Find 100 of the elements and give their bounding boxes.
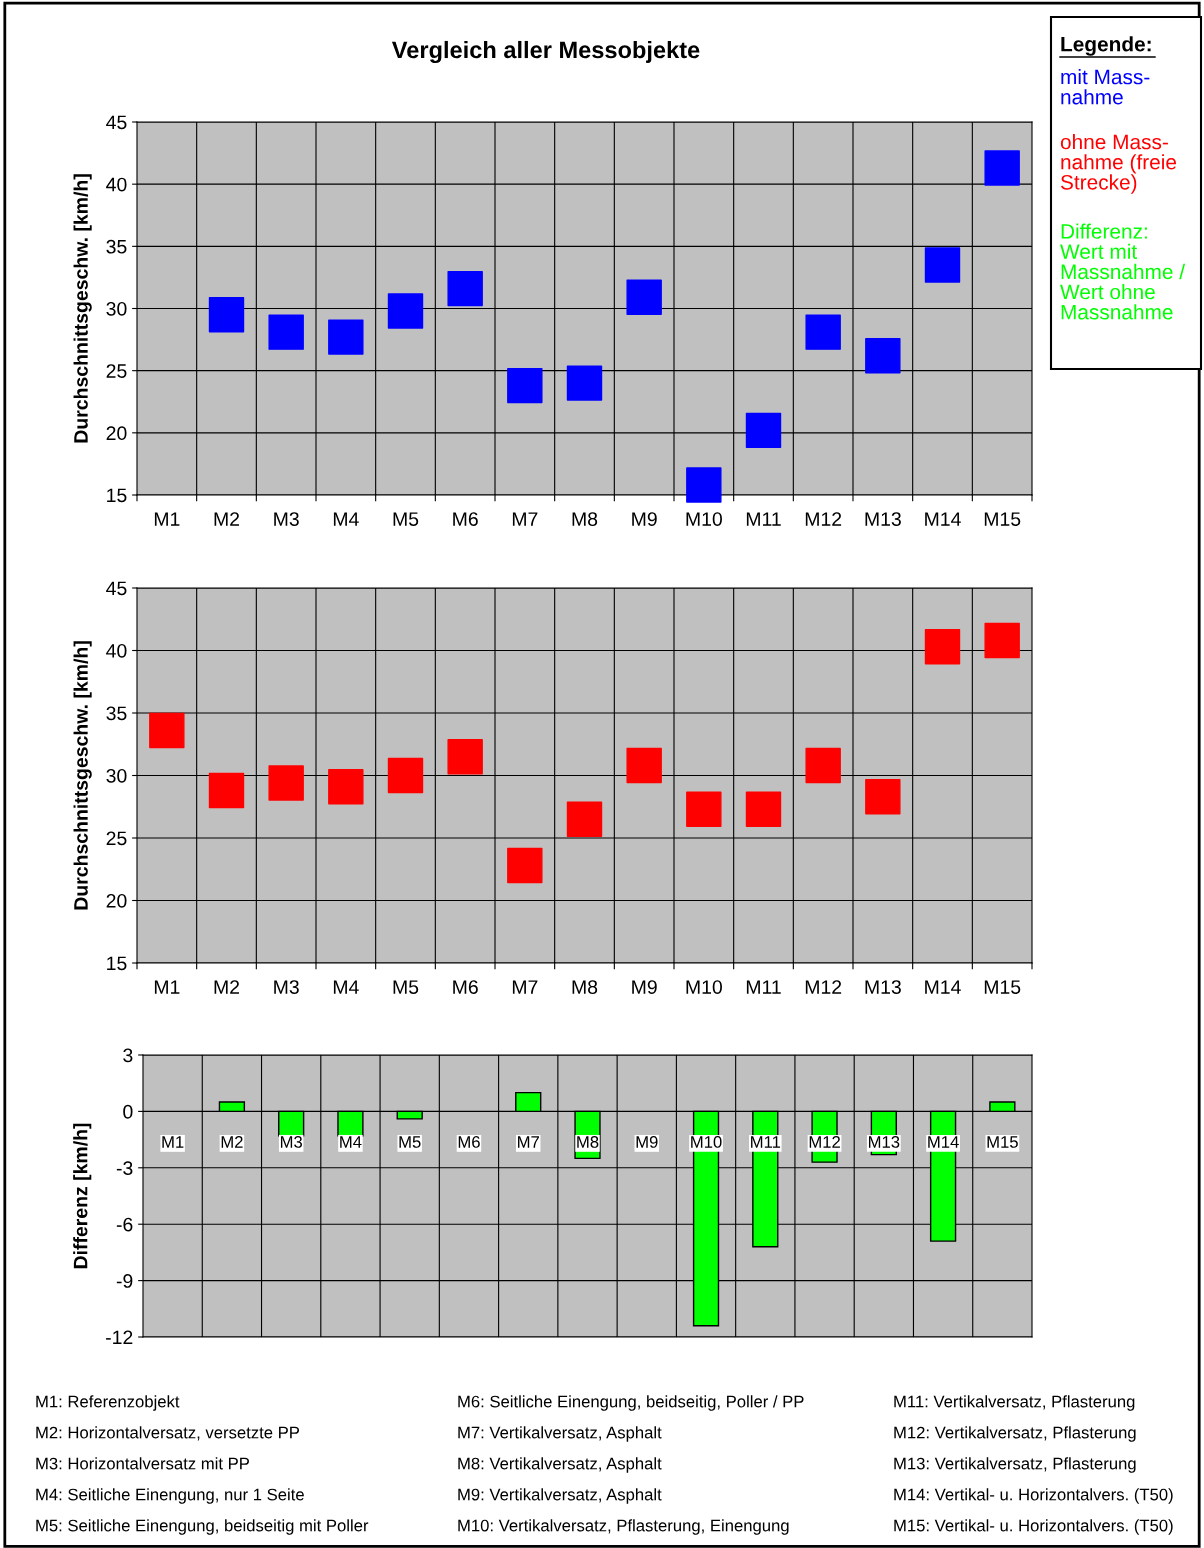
point — [626, 279, 662, 316]
point — [686, 791, 722, 827]
x-tick-label: M6 — [458, 1136, 480, 1148]
text: M8: Vertikalversatz, Asphalt — [458, 1457, 662, 1473]
x-tick-label: M13 — [865, 512, 901, 526]
point — [268, 765, 304, 801]
y-tick-label: 45 — [106, 115, 127, 130]
x-tick-label: M4 — [340, 1136, 362, 1148]
point — [865, 338, 901, 374]
point — [566, 365, 603, 401]
point — [507, 367, 543, 404]
x-tick-label: M10 — [691, 1136, 722, 1148]
x-tick-label: M2 — [221, 1136, 243, 1148]
text: M14: Vertikal- u. Horizontalvers. (T50) — [894, 1488, 1173, 1504]
x-tick-label: M11 — [746, 980, 781, 994]
text: M10: Vertikalversatz, Pflasterung, Einengung — [458, 1519, 789, 1535]
point — [686, 467, 722, 503]
x-tick-label: M14 — [925, 512, 961, 526]
point — [447, 739, 483, 775]
x-tick-label: M9 — [632, 980, 657, 994]
y-tick-label: 40 — [106, 177, 127, 192]
text: ohne Mass- nahme (freie Strecke) — [1060, 134, 1177, 194]
x-tick-label: M4 — [333, 980, 359, 994]
point — [984, 622, 1020, 659]
text: M4: Seitliche Einengung, nur 1 Seite — [36, 1488, 304, 1504]
text: M13: Vertikalversatz, Pflasterung — [894, 1457, 1136, 1473]
x-tick-label: M3 — [274, 980, 299, 994]
text: M11: Vertikalversatz, Pflasterung — [894, 1395, 1135, 1411]
x-tick-label: M7 — [512, 980, 538, 994]
chart-title: Vergleich aller Messobjekte — [391, 40, 700, 64]
x-tick-label: M10 — [686, 512, 722, 526]
point — [208, 772, 245, 809]
x-tick-label: M5 — [393, 980, 419, 994]
y-tick-label: -6 — [116, 1217, 133, 1232]
text: M1: Referenzobjekt — [36, 1395, 180, 1411]
x-tick-label: M3 — [274, 512, 299, 526]
point — [745, 791, 782, 827]
x-tick-label: M15 — [984, 980, 1021, 994]
point — [805, 747, 841, 784]
legend-title: Legende: — [1061, 36, 1151, 56]
x-tick-label: M10 — [686, 980, 722, 994]
x-tick-label: M9 — [632, 512, 657, 526]
point — [447, 270, 483, 307]
x-tick-label: M14 — [928, 1136, 959, 1148]
y-tick-label: 25 — [106, 831, 127, 846]
x-tick-label: M8 — [572, 512, 598, 526]
x-tick-label: M2 — [214, 980, 240, 994]
x-tick-label: M8 — [577, 1136, 599, 1148]
point — [865, 779, 901, 815]
y-tick-label: 20 — [106, 893, 127, 908]
x-tick-label: M1 — [154, 980, 180, 994]
x-tick-label: M7 — [512, 512, 538, 526]
y-tick-label: -9 — [116, 1274, 133, 1288]
y-tick-label: 30 — [106, 301, 127, 316]
x-tick-label: M6 — [453, 980, 478, 994]
text: M12: Vertikalversatz, Pflasterung — [894, 1426, 1136, 1442]
x-tick-label: M11 — [751, 1136, 781, 1148]
point — [387, 293, 424, 329]
x-tick-label: M12 — [805, 512, 842, 526]
x-tick-label: M15 — [984, 512, 1021, 526]
point — [924, 247, 961, 283]
x-tick-label: M14 — [925, 980, 961, 994]
x-tick-label: M12 — [805, 980, 842, 994]
y-axis-title: Durchschnittsgeschw. [km/h] — [73, 174, 92, 443]
x-tick-label: M2 — [214, 512, 240, 526]
x-tick-label: M8 — [572, 980, 598, 994]
y-tick-label: 35 — [106, 706, 127, 721]
x-tick-label: M13 — [865, 980, 901, 994]
y-tick-label: 20 — [106, 426, 127, 441]
x-tick-label: M13 — [868, 1136, 900, 1148]
x-tick-label: M1 — [154, 512, 180, 526]
point — [745, 412, 782, 449]
x-tick-label: M12 — [809, 1136, 840, 1148]
y-tick-label: 40 — [106, 643, 127, 658]
y-tick-label: 15 — [107, 488, 127, 503]
y-tick-label: 45 — [106, 581, 127, 596]
y-axis-title: Differenz [km/h] — [73, 1123, 92, 1269]
point — [984, 150, 1020, 186]
y-tick-label: 15 — [107, 956, 127, 971]
text: M5: Seitliche Einengung, beidseitig mit Poller — [36, 1519, 369, 1535]
text: M3: Horizontalversatz mit PP — [36, 1457, 249, 1470]
y-tick-label: -3 — [116, 1161, 133, 1176]
x-tick-label: M6 — [453, 512, 478, 526]
point — [507, 847, 543, 884]
text: M15: Vertikal- u. Horizontalvers. (T50) — [894, 1519, 1173, 1535]
text: Differenz: Wert mit Massnahme / Wert ohne Massnahme — [1060, 223, 1186, 320]
point — [626, 747, 662, 784]
point — [208, 297, 245, 333]
x-tick-label: M1 — [162, 1136, 184, 1148]
y-tick-label: -12 — [106, 1330, 133, 1345]
x-tick-label: M3 — [280, 1136, 303, 1148]
y-tick-label: 0 — [123, 1104, 133, 1119]
text: mit Mass- nahme — [1061, 69, 1150, 105]
point — [387, 757, 424, 794]
y-tick-label: 30 — [106, 768, 127, 783]
text: M9: Vertikalversatz, Asphalt — [458, 1488, 662, 1504]
point — [149, 712, 185, 749]
text: M2: Horizontalversatz, versetzte PP — [36, 1426, 300, 1441]
point — [268, 314, 304, 350]
text: M6: Seitliche Einengung, beidseitig, Poller / PP — [458, 1395, 804, 1411]
